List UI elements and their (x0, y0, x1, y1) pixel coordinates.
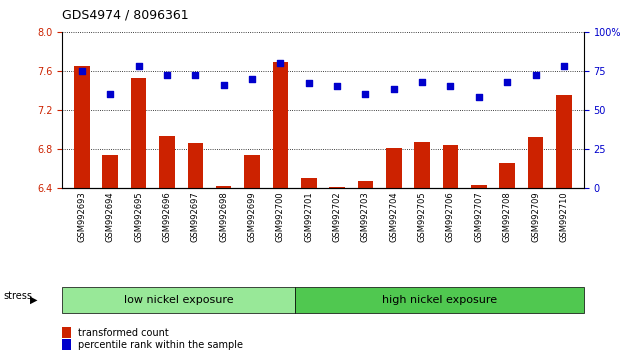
Bar (556, 95, 572, 188)
Point (162, 73, 172, 78)
Point (332, 84, 342, 89)
Point (417, 79, 427, 85)
Point (276, 60, 286, 66)
Point (219, 82, 229, 88)
Text: GSM992701: GSM992701 (304, 191, 313, 242)
Text: high nickel exposure: high nickel exposure (381, 295, 497, 305)
Text: GSM992704: GSM992704 (389, 191, 398, 242)
Bar (159, 136, 175, 188)
Bar (216, 186, 232, 188)
Bar (471, 185, 487, 188)
Text: GSM992699: GSM992699 (248, 191, 256, 242)
Point (106, 91, 116, 97)
Point (304, 80, 314, 86)
Text: GDS4974 / 8096361: GDS4974 / 8096361 (62, 9, 189, 22)
Text: GSM992703: GSM992703 (361, 191, 370, 242)
Bar (443, 145, 458, 188)
Bar (329, 187, 345, 188)
Bar (301, 178, 317, 188)
Point (247, 76, 257, 81)
Text: GSM992696: GSM992696 (163, 191, 171, 242)
Text: ▶: ▶ (30, 295, 37, 305)
Text: GSM992693: GSM992693 (78, 191, 86, 242)
Text: transformed count: transformed count (78, 328, 168, 338)
Text: GSM992708: GSM992708 (502, 191, 512, 242)
Point (445, 84, 455, 89)
Text: GSM992695: GSM992695 (134, 191, 143, 242)
Bar (102, 155, 118, 188)
Point (134, 63, 143, 69)
Bar (188, 143, 203, 188)
Bar (358, 181, 373, 188)
Bar (386, 148, 402, 188)
Text: GSM992694: GSM992694 (106, 191, 115, 242)
Bar (74, 66, 90, 188)
Point (389, 87, 399, 92)
Text: GSM992707: GSM992707 (474, 191, 483, 242)
Text: GSM992709: GSM992709 (531, 191, 540, 242)
Text: percentile rank within the sample: percentile rank within the sample (78, 340, 243, 350)
Bar (244, 155, 260, 188)
Text: GSM992706: GSM992706 (446, 191, 455, 242)
Text: GSM992698: GSM992698 (219, 191, 228, 242)
Bar (528, 137, 543, 188)
Text: GSM992700: GSM992700 (276, 191, 285, 242)
Bar (414, 142, 430, 188)
Text: low nickel exposure: low nickel exposure (124, 295, 233, 305)
Bar (499, 163, 515, 188)
Point (530, 73, 540, 78)
Bar (131, 78, 147, 188)
Text: stress: stress (3, 291, 32, 302)
Point (474, 95, 484, 100)
Text: GSM992705: GSM992705 (418, 191, 427, 242)
Point (559, 63, 569, 69)
Point (77, 68, 87, 74)
Text: GSM992697: GSM992697 (191, 191, 200, 242)
Text: GSM992710: GSM992710 (560, 191, 568, 242)
Point (360, 91, 370, 97)
Point (191, 73, 201, 78)
Text: GSM992702: GSM992702 (333, 191, 342, 242)
Bar (273, 62, 288, 188)
Point (502, 79, 512, 85)
